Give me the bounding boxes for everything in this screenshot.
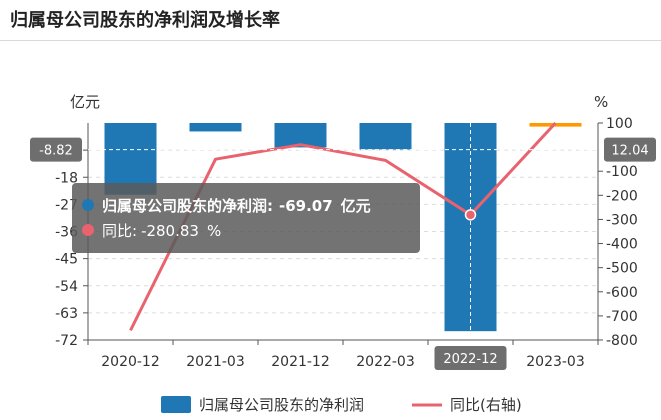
bar[interactable] xyxy=(444,123,497,332)
crosshair-right-badge xyxy=(604,137,656,162)
legend-bar-label[interactable]: 归属母公司股东的净利润 xyxy=(199,396,364,414)
crosshair: -8.82 12.04 2022-12 xyxy=(30,123,656,370)
legend-bar-swatch[interactable] xyxy=(161,396,191,413)
highlight-point xyxy=(464,209,477,221)
right-tick-label: -100 xyxy=(606,164,638,180)
tooltip-line-line: 同比: -280.83% xyxy=(102,222,221,240)
right-axis-unit: % xyxy=(594,93,608,111)
tooltip-bar-value: -69.07 xyxy=(279,197,333,215)
legend-line-label[interactable]: 同比(右轴) xyxy=(450,396,522,414)
crosshair-left-label: -8.82 xyxy=(39,144,73,159)
right-tick-label: -400 xyxy=(606,237,638,253)
right-tick-label: 100 xyxy=(606,116,633,132)
left-tick-label: -54 xyxy=(55,279,78,295)
x-tick-label: 2021-03 xyxy=(186,354,245,370)
bar[interactable] xyxy=(189,123,242,132)
right-tick-label: -200 xyxy=(606,188,638,204)
bar-series xyxy=(104,123,582,332)
bar[interactable] xyxy=(104,123,157,195)
tooltip-bar-line: 归属母公司股东的净利润: -69.07 亿元 xyxy=(102,197,371,215)
tooltip-bar-label: 归属母公司股东的净利润: xyxy=(102,197,273,215)
left-tick-label: -63 xyxy=(55,306,78,322)
x-tick-label: 2022-03 xyxy=(356,354,415,370)
axes: -72-63-54-45-36-27-18-9100-100-200-300-4… xyxy=(55,116,638,370)
right-tick-label: -700 xyxy=(606,309,638,325)
tooltip-line-unit: % xyxy=(207,222,221,240)
left-tick-label: -18 xyxy=(55,170,78,186)
legend: 归属母公司股东的净利润 同比(右轴) xyxy=(161,396,522,414)
page-title: 归属母公司股东的净利润及增长率 xyxy=(10,10,280,31)
x-tick-label: 2023-03 xyxy=(526,354,585,370)
crosshair-right-label: 12.04 xyxy=(611,144,648,159)
left-axis-unit: 亿元 xyxy=(70,93,100,111)
x-tick-label: 2020-12 xyxy=(101,354,160,370)
title-divider xyxy=(0,40,661,41)
tooltip-bar-unit: 亿元 xyxy=(341,197,371,215)
bar[interactable] xyxy=(359,123,412,150)
right-tick-label: -300 xyxy=(606,212,638,228)
crosshair-x-badge xyxy=(434,346,507,370)
right-tick-label: -800 xyxy=(606,333,638,349)
left-tick-label: -45 xyxy=(55,252,78,268)
left-tick-label: -72 xyxy=(55,333,78,349)
right-tick-label: -600 xyxy=(606,285,638,301)
tooltip-line-marker xyxy=(82,224,94,236)
crosshair-left-badge xyxy=(30,137,82,162)
crosshair-x-label: 2022-12 xyxy=(443,352,497,367)
tooltip-line-label: 同比: xyxy=(102,222,137,240)
x-tick-label: 2021-12 xyxy=(271,354,330,370)
right-tick-label: -500 xyxy=(606,261,638,277)
tooltip-line-value: -280.83 xyxy=(141,222,199,240)
tooltip-box xyxy=(72,183,420,253)
tooltip-bar-marker xyxy=(82,199,94,211)
